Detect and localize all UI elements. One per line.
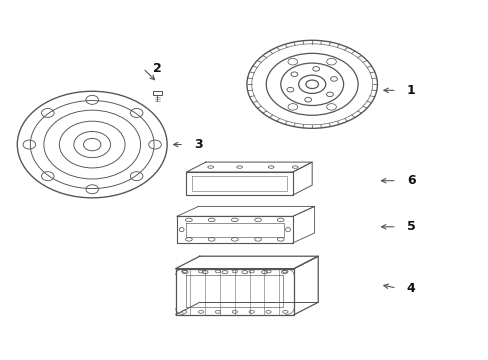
Text: 1: 1: [406, 84, 415, 97]
Text: 3: 3: [194, 138, 203, 151]
Bar: [153, 91, 162, 95]
Text: 5: 5: [406, 220, 415, 233]
Text: 6: 6: [406, 174, 415, 187]
Text: 2: 2: [153, 62, 162, 75]
Text: 4: 4: [406, 282, 415, 294]
